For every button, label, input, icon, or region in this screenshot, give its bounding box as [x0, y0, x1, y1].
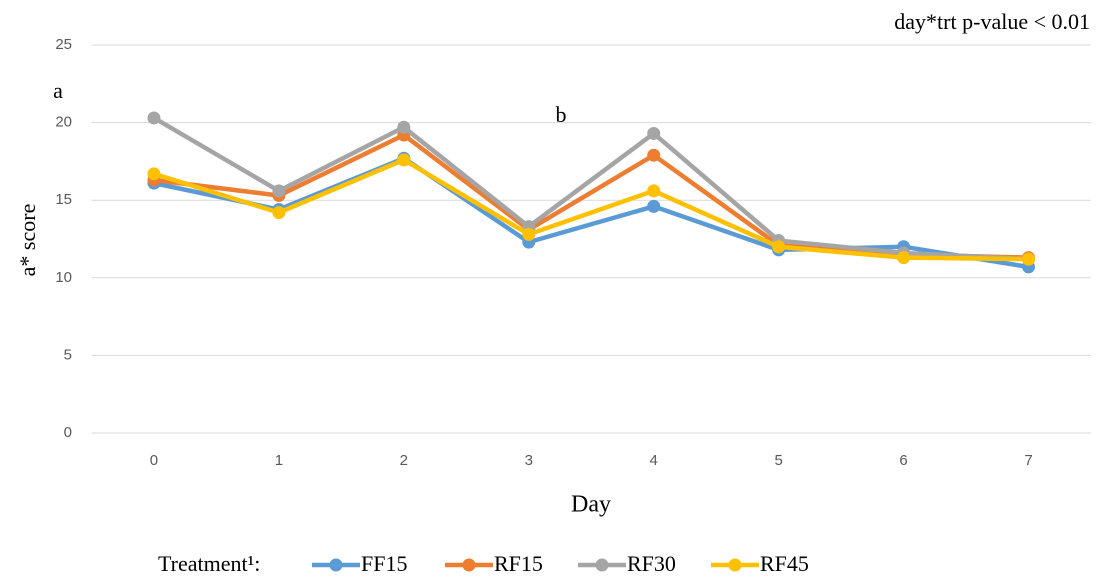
x-tick-label: 5 [774, 452, 782, 469]
data-point [897, 251, 911, 265]
data-point [397, 120, 411, 134]
legend-marker [462, 558, 476, 572]
x-tick-label: 1 [275, 452, 283, 469]
series-line [152, 116, 1029, 262]
data-point [647, 184, 661, 198]
series-line [153, 156, 1029, 270]
y-tick-label: 10 [55, 269, 72, 286]
annotation: a [53, 78, 63, 103]
data-point [647, 148, 661, 162]
x-axis-label: Day [571, 492, 611, 518]
legend-label: RF15 [494, 551, 543, 576]
legend-marker [728, 558, 742, 572]
series-line [153, 157, 1029, 262]
y-tick-label: 20 [55, 114, 72, 131]
x-tick-label: 2 [400, 452, 408, 469]
data-point [522, 227, 536, 241]
data-point [147, 111, 161, 125]
data-point [272, 206, 286, 220]
legend-title: Treatment¹: [158, 551, 260, 576]
data-point [647, 126, 661, 140]
x-tick-label: 3 [525, 452, 533, 469]
legend-marker [329, 558, 343, 572]
x-tick-label: 6 [899, 452, 907, 469]
y-tick-label: 5 [64, 346, 72, 363]
legend-label: FF15 [361, 551, 407, 576]
data-point [772, 240, 786, 254]
y-tick-label: 25 [55, 36, 72, 53]
x-tick-label: 7 [1024, 452, 1032, 469]
data-point [397, 153, 411, 167]
data-point [147, 167, 161, 181]
y-tick-label: 15 [55, 191, 72, 208]
data-point [272, 184, 286, 198]
annotation: b [556, 102, 567, 127]
data-point [1022, 252, 1036, 266]
annotation: day*trt p-value < 0.01 [894, 9, 1090, 34]
legend-label: RF45 [760, 551, 809, 576]
legend-marker [595, 558, 609, 572]
data-point [647, 199, 661, 213]
x-tick-label: 0 [150, 452, 158, 469]
y-tick-label: 0 [64, 424, 72, 441]
x-tick-label: 4 [650, 452, 658, 469]
y-axis-label: a* score [15, 204, 40, 277]
legend-label: RF30 [627, 551, 676, 576]
